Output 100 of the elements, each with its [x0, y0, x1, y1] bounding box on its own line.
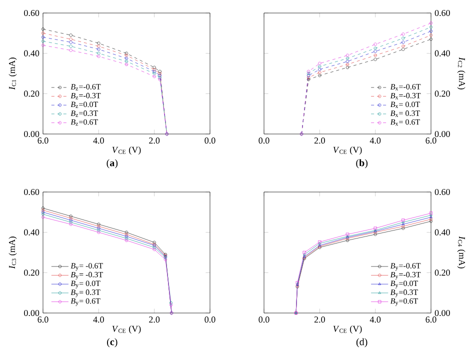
point [429, 30, 433, 33]
legend-label: B$_{x}$= 0.0T [390, 102, 420, 108]
point [346, 56, 350, 60]
point [152, 74, 156, 78]
text: (d) [356, 338, 368, 348]
point [402, 44, 405, 48]
y2-axis-title: I$_{C4}$ (mA) [457, 236, 466, 268]
point [346, 60, 350, 64]
point [374, 46, 377, 50]
point [402, 48, 405, 51]
point [374, 58, 377, 61]
legend-label: B$_{y}$= 0.0T [70, 280, 100, 288]
point [318, 68, 322, 72]
y-tick-label: 0.00 [24, 130, 40, 138]
x-axis-title: V$_{CE}$ (V) [112, 146, 141, 155]
y-tick-label: 0.60 [24, 188, 40, 196]
x-tick-label: 0.0 [258, 316, 270, 323]
y2-tick-label: 0.20 [434, 90, 450, 97]
point [429, 38, 433, 41]
point [402, 40, 405, 44]
x-tick-label: 0.0 [258, 138, 270, 144]
x-tick-label: 0.0 [204, 138, 216, 144]
y-tick-label: 0.00 [24, 310, 40, 316]
point [346, 66, 350, 70]
point [124, 238, 128, 242]
legend-label: B$_{y}$= -0.6T [70, 263, 103, 271]
legend-label: B$_{x}$=-0.6T [390, 84, 421, 90]
x-tick-label: 6.0 [426, 138, 436, 144]
y-tick-label: 0.40 [24, 50, 40, 56]
point [318, 62, 322, 66]
x-tick-label: 6.0 [426, 316, 436, 323]
x-tick-label: 0.0 [204, 316, 216, 323]
point [374, 54, 377, 57]
legend-label: B$_{x}$= 0.3T [390, 110, 420, 117]
legend-label: B$_{z}$=0.6T [70, 119, 98, 126]
y2-tick-label: 0.60 [434, 188, 450, 196]
point [41, 44, 45, 47]
legend-label: B$_{y}$= -0.3T [70, 272, 103, 280]
legend-label: B$_{x}$=-0.3T [390, 92, 421, 100]
point [318, 64, 322, 68]
legend-label: B$_{z}$=0.3T [70, 110, 98, 117]
x-tick-label: 4.0 [370, 316, 381, 323]
text: (b) [356, 159, 368, 168]
legend-label: B$_{z}$=-0.3T [70, 92, 101, 100]
y2-tick-label: 0.00 [434, 310, 450, 316]
y2-axis-title: I$_{C2}$ (mA) [457, 57, 466, 90]
legend-label: B$_{y}$=-0.3T [390, 272, 421, 280]
x-tick-label: 2.0 [314, 138, 325, 144]
y-tick-label: 0.60 [24, 10, 40, 16]
legend-label: B$_{y}$= 0.3T [70, 290, 100, 298]
point [124, 62, 128, 66]
legend-label: B$_{y}$=0.6T [390, 298, 418, 306]
point [41, 32, 45, 35]
point [318, 70, 322, 74]
x-tick-label: 4.0 [93, 138, 104, 144]
legend-label: B$_{y}$=-0.6T [390, 263, 421, 271]
point [374, 50, 377, 53]
point [69, 40, 72, 44]
x-tick-label: 2.0 [149, 316, 160, 323]
point [402, 36, 405, 40]
point [69, 48, 72, 52]
point [41, 28, 45, 31]
point [346, 238, 350, 242]
y-tick-label: 0.20 [24, 270, 40, 276]
point [97, 54, 100, 58]
y2-tick-label: 0.20 [434, 270, 450, 276]
y2-tick-label: 0.60 [434, 10, 450, 16]
point [69, 38, 72, 41]
point [41, 40, 45, 43]
y-axis-title: I$_{C1}$ (mA) [8, 58, 17, 90]
y2-tick-label: 0.40 [434, 50, 450, 56]
x-axis-title: V$_{CE}$ (V) [333, 326, 362, 334]
point [97, 48, 100, 51]
legend-label: B$_{z}$=-0.6T [70, 84, 101, 90]
point [69, 34, 72, 37]
legend-label: B$_{y}$=0.3T [390, 290, 418, 298]
x-tick-label: 4.0 [93, 316, 104, 323]
point [69, 44, 72, 48]
legend-label: B$_{z}$=0.0T [70, 102, 98, 108]
point [318, 74, 322, 78]
legend-label: B$_{y}$= 0.6T [70, 298, 100, 306]
y-tick-label: 0.20 [24, 90, 40, 97]
x-tick-label: 6.0 [38, 138, 48, 144]
point [346, 62, 350, 66]
point [124, 60, 128, 64]
y-axis-title: I$_{C3}$ (mA) [8, 236, 17, 269]
point [429, 26, 433, 29]
point [374, 42, 377, 46]
x-axis-title: V$_{CE}$ (V) [112, 326, 141, 334]
text: (c) [107, 338, 118, 348]
y2-tick-label: 0.00 [434, 130, 450, 138]
x-tick-label: 2.0 [149, 138, 160, 144]
point [402, 32, 405, 36]
point [97, 42, 100, 45]
point [429, 34, 433, 37]
text: (a) [106, 159, 118, 168]
x-tick-label: 2.0 [314, 316, 325, 323]
point [346, 54, 350, 57]
point [429, 21, 433, 25]
x-tick-label: 4.0 [370, 138, 381, 144]
